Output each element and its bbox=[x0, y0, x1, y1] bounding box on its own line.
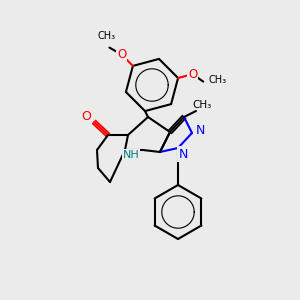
Text: NH: NH bbox=[123, 150, 140, 160]
Text: CH₃: CH₃ bbox=[98, 31, 116, 40]
Text: N: N bbox=[195, 124, 205, 137]
Text: CH₃: CH₃ bbox=[208, 75, 226, 85]
Text: O: O bbox=[188, 68, 197, 81]
Text: CH₃: CH₃ bbox=[192, 100, 212, 110]
Text: O: O bbox=[117, 48, 126, 61]
Text: O: O bbox=[81, 110, 91, 124]
Text: N: N bbox=[178, 148, 188, 160]
